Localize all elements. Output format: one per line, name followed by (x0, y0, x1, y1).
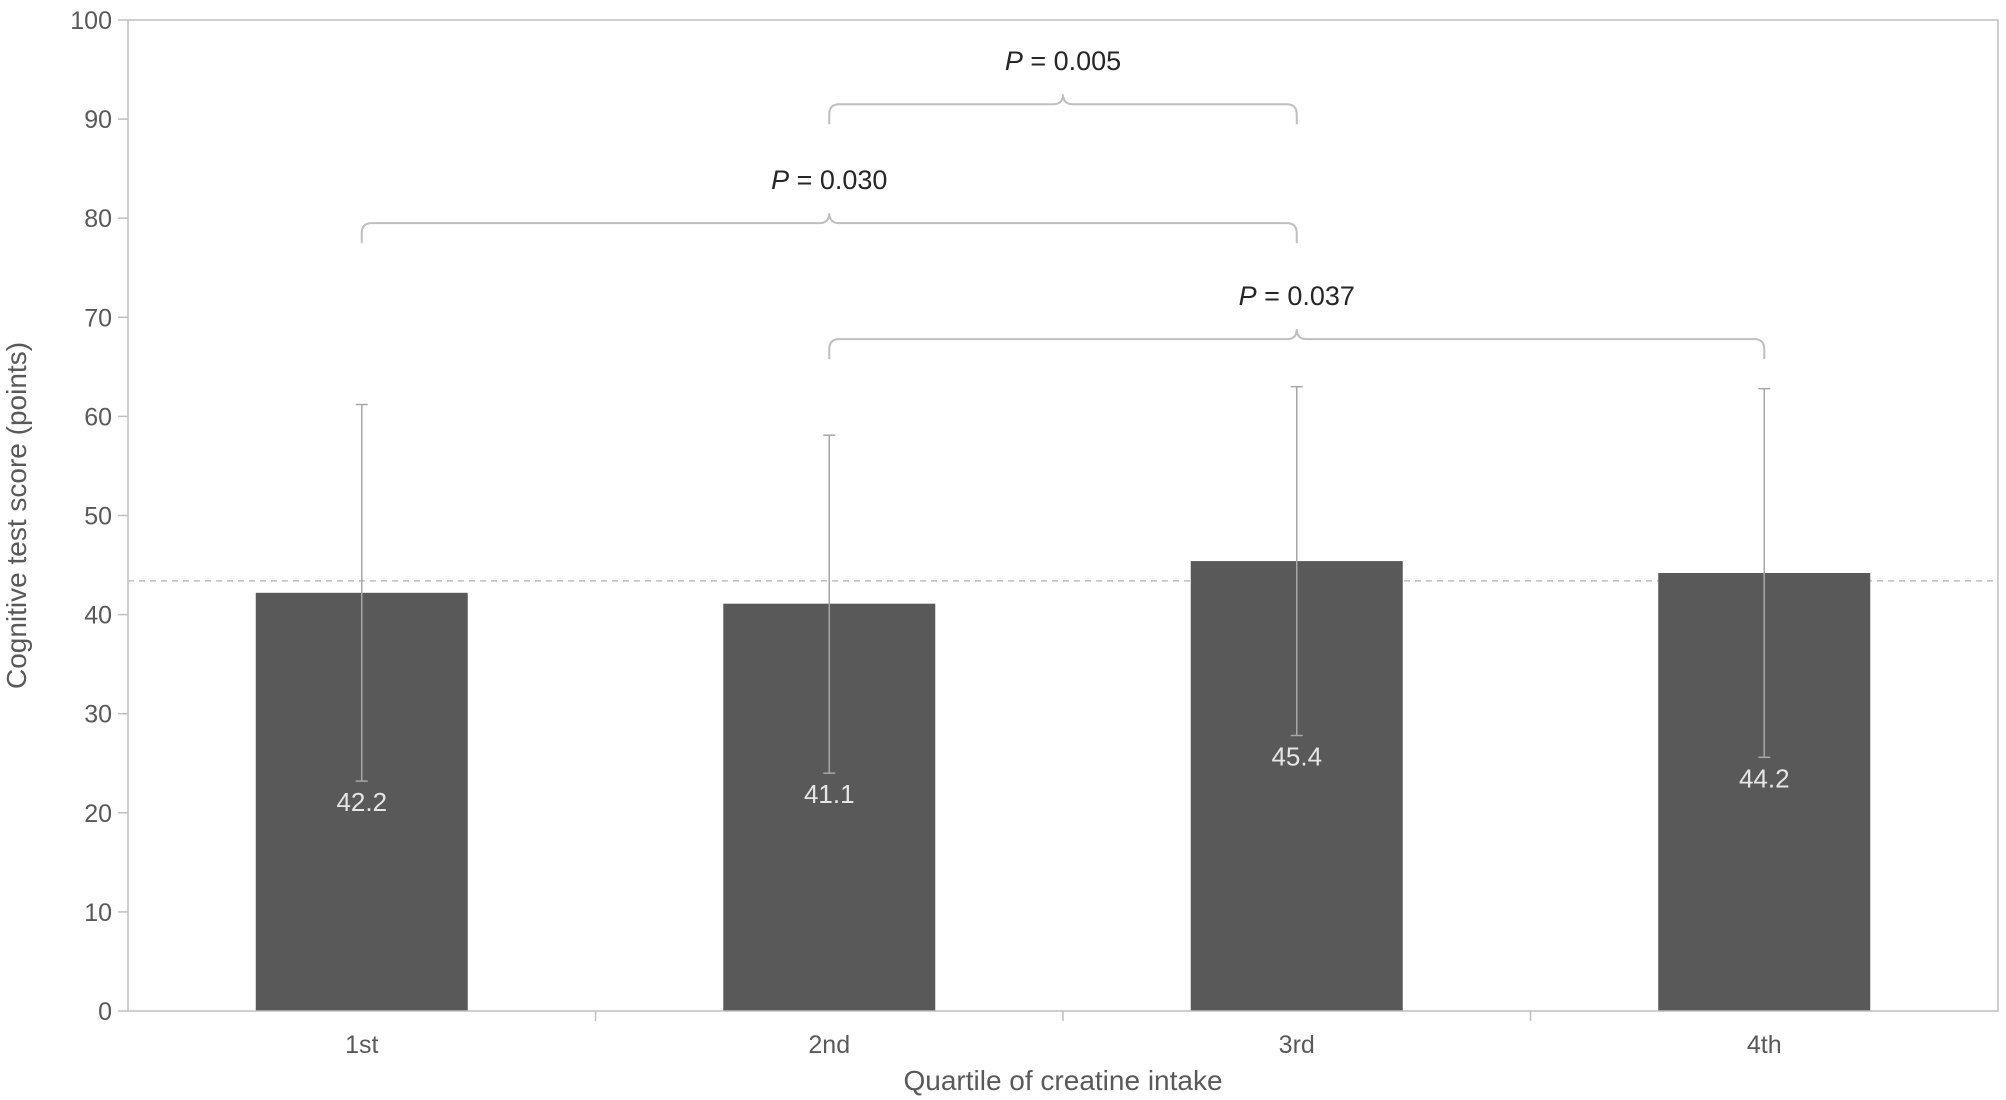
y-tick-label: 90 (84, 106, 112, 134)
y-tick-label: 60 (84, 403, 112, 431)
y-axis-title: Cognitive test score (points) (1, 342, 32, 689)
y-tick-label: 50 (84, 503, 112, 531)
x-tick-label: 2nd (808, 1031, 850, 1059)
y-tick-label: 20 (84, 800, 112, 828)
p-value-label: P = 0.030 (771, 165, 887, 195)
bar-value-label: 45.4 (1271, 742, 1322, 772)
x-tick-label: 3rd (1279, 1031, 1315, 1059)
significance-bracket (360, 213, 1298, 244)
p-value-label: P = 0.037 (1239, 281, 1355, 311)
significance-brackets-layer: P = 0.005 P = 0.030 P = 0.037 (360, 46, 1766, 360)
x-tick-label: 4th (1747, 1031, 1782, 1059)
y-tick-label: 40 (84, 602, 112, 630)
y-tick-label: 100 (70, 7, 112, 35)
ticks-layer: 0 10 20 30 40 50 60 70 80 90 100 1st 2nd 3rd 4th (70, 7, 1781, 1059)
y-tick-label: 70 (84, 304, 112, 332)
y-tick-label: 30 (84, 701, 112, 729)
y-tick-label: 80 (84, 205, 112, 233)
y-tick-label: 0 (98, 998, 112, 1026)
significance-bracket (828, 94, 1298, 125)
p-value-label: P = 0.005 (1005, 46, 1121, 76)
bar-value-label: 42.2 (336, 787, 387, 817)
bar-value-label: 44.2 (1739, 763, 1790, 793)
y-tick-label: 10 (84, 899, 112, 927)
x-axis-title: Quartile of creatine intake (903, 1065, 1222, 1096)
significance-bracket (828, 329, 1766, 360)
bars-layer (255, 561, 1871, 1011)
bar-value-label: 41.1 (804, 779, 855, 809)
error-bars-layer: 42.2 41.1 45.4 44.2 (336, 385, 1790, 817)
x-tick-label: 1st (345, 1031, 378, 1059)
